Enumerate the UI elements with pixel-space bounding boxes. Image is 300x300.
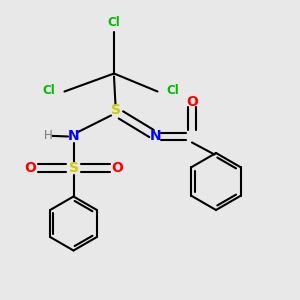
Text: O: O: [24, 161, 36, 175]
Text: Cl: Cl: [108, 16, 120, 28]
Text: S: S: [68, 161, 79, 175]
Text: N: N: [68, 130, 79, 143]
Text: N: N: [150, 130, 162, 143]
Text: S: S: [110, 103, 121, 116]
Text: O: O: [186, 95, 198, 109]
Text: H: H: [44, 129, 52, 142]
Text: Cl: Cl: [167, 84, 179, 98]
Text: Cl: Cl: [43, 84, 56, 98]
Text: O: O: [111, 161, 123, 175]
